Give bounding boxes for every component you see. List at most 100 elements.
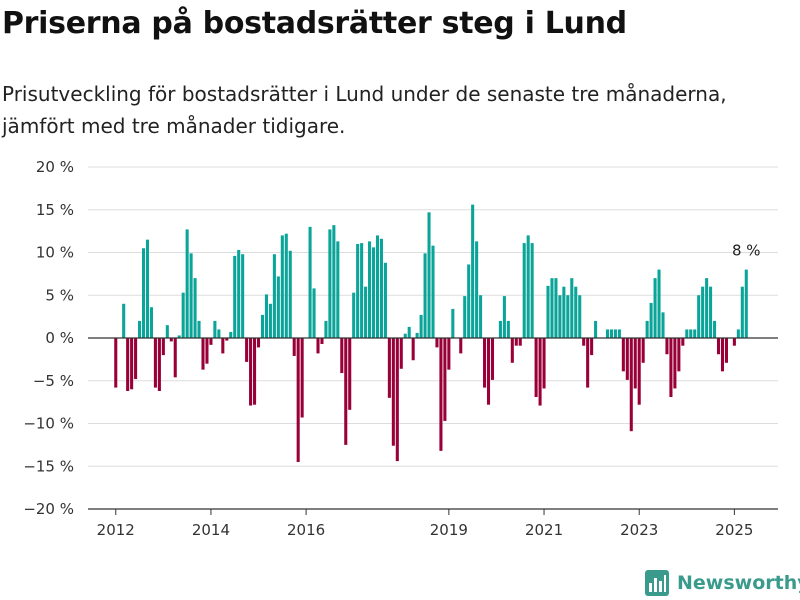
bar xyxy=(443,338,447,421)
bar xyxy=(387,338,391,398)
x-tick-label: 2025 xyxy=(715,521,753,535)
bar xyxy=(685,329,689,338)
bar xyxy=(415,332,419,338)
bar xyxy=(253,338,257,405)
bar xyxy=(673,338,677,389)
bar xyxy=(463,296,467,338)
bar xyxy=(490,338,495,380)
bar xyxy=(570,278,574,338)
bar xyxy=(157,338,161,392)
x-tick-label: 2019 xyxy=(430,521,468,535)
bar xyxy=(483,338,487,388)
bar xyxy=(713,320,717,338)
bar xyxy=(173,338,177,378)
bar xyxy=(502,296,506,338)
bar xyxy=(407,326,411,338)
bar xyxy=(126,338,130,392)
bar xyxy=(209,338,213,345)
bar xyxy=(138,320,142,338)
bar xyxy=(558,295,562,338)
bar xyxy=(451,308,455,338)
bar xyxy=(550,278,554,338)
bar xyxy=(475,241,479,338)
bar xyxy=(459,338,463,354)
bar xyxy=(308,226,312,338)
bar xyxy=(312,288,316,338)
bar xyxy=(260,314,265,338)
bar xyxy=(134,338,138,380)
bar xyxy=(681,338,685,346)
bar xyxy=(586,338,590,388)
bar xyxy=(336,241,340,338)
bar xyxy=(705,278,709,338)
bar xyxy=(617,329,621,338)
bar xyxy=(716,338,721,355)
bar xyxy=(197,320,201,338)
bar xyxy=(316,338,320,354)
x-axis: 2012 2014 2016 2019 2021 2023 2025 xyxy=(88,508,778,535)
y-tick-label: 10 % xyxy=(36,244,74,262)
bar xyxy=(506,320,510,338)
y-tick-label: −10 % xyxy=(23,415,74,433)
bar xyxy=(431,245,435,338)
bar xyxy=(411,338,415,361)
bar xyxy=(669,338,673,397)
bar xyxy=(332,225,336,338)
bar xyxy=(276,276,280,338)
bar xyxy=(256,338,261,348)
bar xyxy=(264,294,268,338)
bar xyxy=(379,238,383,338)
bar xyxy=(574,286,578,338)
bar xyxy=(693,329,697,338)
bar xyxy=(130,338,134,390)
bar xyxy=(383,262,387,338)
bar xyxy=(237,249,241,338)
bar xyxy=(364,286,368,338)
y-axis-tick-labels: 20 % 15 % 10 % 5 % 0 % −5 % −10 % −15 % −20 % xyxy=(23,158,74,518)
bar xyxy=(169,338,173,342)
bar xyxy=(419,314,423,338)
y-tick-label: 20 % xyxy=(36,158,74,176)
bar xyxy=(280,235,284,338)
bar-chart-logo-icon xyxy=(645,570,669,596)
bar xyxy=(498,320,502,338)
x-tick-label: 2023 xyxy=(620,521,658,535)
bar xyxy=(391,338,395,446)
bar xyxy=(352,292,356,338)
x-tick-label: 2016 xyxy=(287,521,325,535)
bar xyxy=(510,338,514,363)
bar xyxy=(360,243,364,338)
bar xyxy=(122,303,126,338)
bar xyxy=(324,320,328,338)
y-tick-label: −5 % xyxy=(33,372,74,390)
bar xyxy=(284,233,288,338)
y-tick-label: 15 % xyxy=(36,201,74,219)
brand-logo[interactable]: Newsworthy xyxy=(645,568,800,598)
bar xyxy=(542,338,546,389)
bar xyxy=(165,325,169,338)
bar xyxy=(395,338,399,462)
bar xyxy=(514,338,518,346)
bar xyxy=(403,333,407,338)
bar xyxy=(371,247,376,338)
data-label: 8 % xyxy=(732,242,761,260)
bar xyxy=(534,338,538,397)
bar xyxy=(467,264,471,338)
y-tick-label: −20 % xyxy=(23,500,74,518)
bar xyxy=(594,320,598,338)
bar xyxy=(145,239,150,338)
bar xyxy=(292,338,296,356)
bar xyxy=(566,295,570,338)
bar xyxy=(185,229,189,338)
bar xyxy=(348,338,352,410)
bar xyxy=(740,286,744,338)
x-tick-label: 2012 xyxy=(97,521,135,535)
annotations: 8 % xyxy=(732,242,761,260)
bar xyxy=(181,292,185,338)
x-tick-label: 2021 xyxy=(525,521,563,535)
bar xyxy=(427,212,431,339)
bar xyxy=(582,338,586,346)
bar xyxy=(296,338,300,462)
bar xyxy=(193,278,197,338)
bar xyxy=(241,254,245,338)
